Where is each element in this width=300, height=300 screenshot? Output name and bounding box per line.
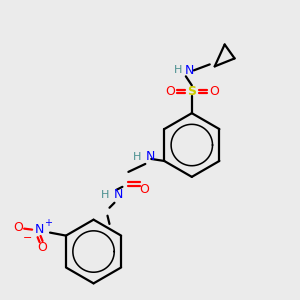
Text: S: S: [187, 85, 196, 98]
Text: N: N: [114, 188, 123, 201]
Text: O: O: [37, 241, 47, 254]
Text: N: N: [185, 64, 194, 77]
Text: +: +: [44, 218, 52, 228]
Text: O: O: [13, 221, 23, 234]
Text: H: H: [101, 190, 110, 200]
Text: H: H: [174, 65, 182, 75]
Text: N: N: [34, 223, 44, 236]
Text: −: −: [22, 232, 32, 243]
Text: O: O: [140, 183, 149, 196]
Text: N: N: [146, 151, 155, 164]
Text: H: H: [133, 152, 142, 162]
Text: O: O: [209, 85, 219, 98]
Text: O: O: [165, 85, 175, 98]
